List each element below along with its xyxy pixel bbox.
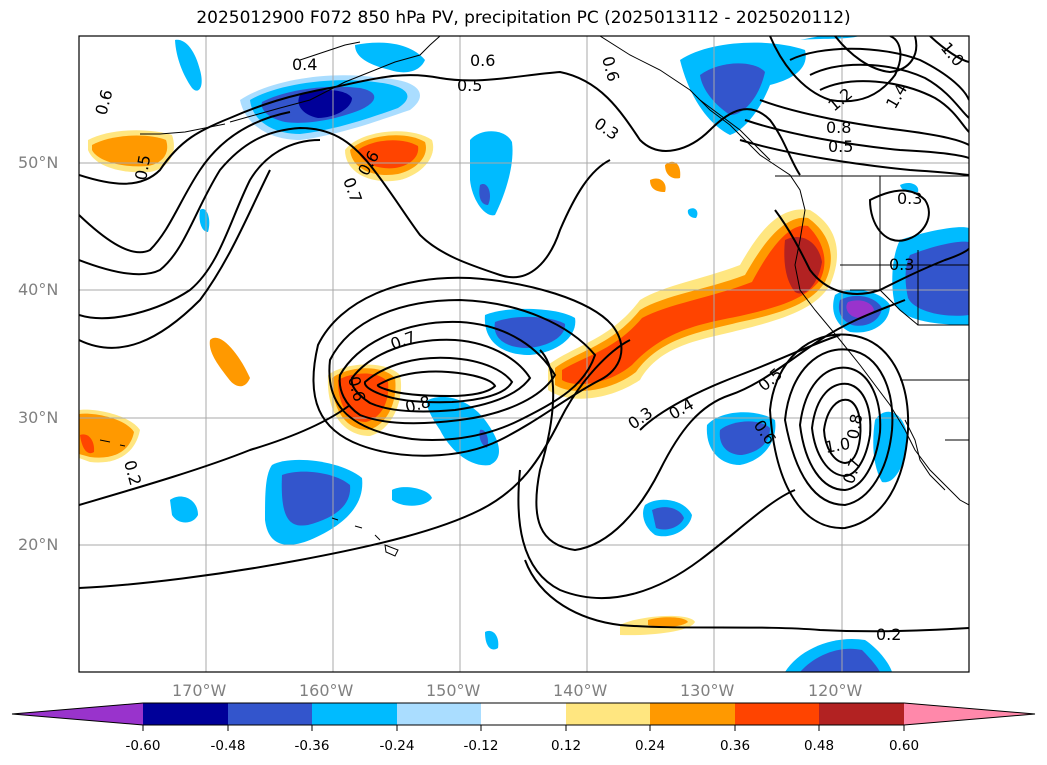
colorbar-tick-label: 0.48: [803, 738, 835, 754]
lon-label: 160°W: [299, 681, 354, 700]
colorbar-tick-label: -0.12: [463, 738, 499, 754]
lon-label: 150°W: [426, 681, 481, 700]
contour-label: 0.6: [598, 54, 623, 84]
contour-label: 0.2: [120, 458, 145, 488]
contour-label: 0.2: [876, 625, 901, 644]
map-title: 2025012900 F072 850 hPa PV, precipitatio…: [196, 8, 851, 28]
lon-label: 140°W: [553, 681, 608, 700]
colorbar-extend-low: [12, 703, 143, 725]
lon-label: 130°W: [680, 681, 735, 700]
contour-label: 0.5: [131, 153, 154, 181]
contour-label: 0.7: [388, 327, 418, 354]
colorbar-tick-label: 0.12: [550, 738, 582, 754]
contour-label: 0.5: [828, 137, 853, 156]
contour-label: 0.3: [624, 403, 656, 433]
lat-label: 50°N: [18, 153, 59, 172]
precip-shading: [79, 36, 969, 672]
pv-contours: [79, 36, 969, 633]
colorbar-tick-label: -0.48: [210, 738, 246, 754]
contour-label: 0.5: [754, 364, 786, 395]
contour-label: 0.4: [292, 55, 317, 74]
lat-label: 20°N: [18, 535, 59, 554]
contour-label: 0.8: [403, 392, 433, 417]
map-frame: [78, 35, 970, 673]
contour-label: 0.3: [889, 255, 914, 274]
contour-label: 1.0: [937, 38, 968, 70]
lat-label: 40°N: [18, 280, 59, 299]
contour-label: 0.5: [457, 76, 482, 95]
colorbar-extend-high: [904, 703, 1035, 725]
colorbar-tick-label: -0.24: [379, 738, 415, 754]
colorbar-tick-label: 0.24: [634, 738, 666, 754]
contour-label: 1.0: [823, 434, 851, 457]
lon-label: 120°W: [808, 681, 863, 700]
contour-label: 0.3: [591, 114, 623, 144]
contour-label: 0.3: [897, 189, 922, 208]
contour-label: 0.8: [826, 118, 851, 137]
colorbar-tick-label: -0.60: [125, 738, 161, 754]
contour-label: 0.7: [339, 175, 366, 205]
colorbar-tick-label: 0.60: [888, 738, 920, 754]
lat-label: 30°N: [18, 408, 59, 427]
contour-label: 0.8: [843, 412, 866, 440]
contour-label: 0.6: [92, 88, 117, 118]
graticule: [79, 36, 969, 672]
colorbar-tick-label: 0.36: [719, 738, 751, 754]
contour-label: 0.6: [470, 51, 495, 70]
colorbar-tick-label: -0.36: [294, 738, 330, 754]
contour-label: 1.2: [824, 84, 856, 115]
colorbar: [11, 702, 1036, 731]
lon-label: 170°W: [172, 681, 227, 700]
